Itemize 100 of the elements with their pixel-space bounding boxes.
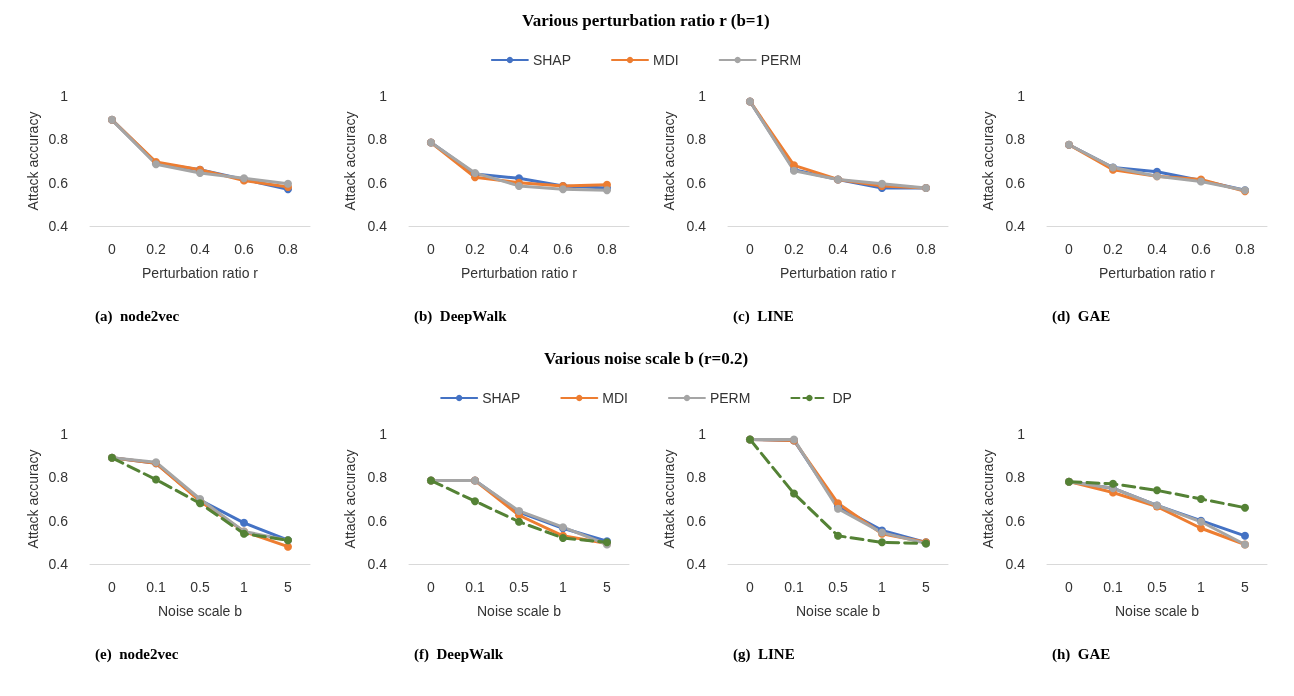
x-tick-label: 0.6: [234, 241, 254, 257]
x-tick-label: 0.4: [190, 241, 210, 257]
x-tick-label: 0.5: [828, 579, 848, 595]
x-tick-label: 5: [284, 579, 293, 595]
x-tick-label: 0: [1065, 579, 1074, 595]
legend-label: MDI: [653, 52, 679, 68]
legend-label: PERM: [760, 52, 802, 68]
y-axis-title: Attack accuracy: [25, 111, 41, 211]
x-tick-label: 0.6: [872, 241, 892, 257]
text: Various noise scale b (r=0.2): [543, 349, 749, 368]
y-tick-label: 0.4: [686, 556, 707, 572]
y-tick-label: 0.6: [367, 174, 388, 191]
y-tick-label: 1: [60, 426, 69, 442]
legend-label: SHAP: [482, 390, 521, 406]
y-tick-label: 0.4: [367, 556, 388, 572]
x-tick-label: 5: [603, 579, 612, 595]
point: [284, 179, 292, 188]
y-tick-label: 0.8: [48, 469, 69, 486]
x-tick-label: 0.2: [465, 241, 485, 257]
x-axis-title: Noise scale b: [1114, 603, 1200, 619]
y-tick-label: 0.8: [367, 469, 388, 486]
x-tick-label: 5: [1241, 579, 1250, 595]
x-tick-label: 0: [427, 579, 436, 595]
x-axis-title: Noise scale b: [476, 603, 562, 619]
point: [1153, 486, 1161, 495]
y-axis-title: Attack accuracy: [341, 111, 358, 211]
point: [284, 542, 292, 551]
point: [790, 489, 798, 498]
x-tick-label: 0.8: [1235, 241, 1255, 257]
x-tick-label: 0: [1065, 241, 1074, 257]
x-tick-label: 0.6: [553, 241, 573, 257]
point: [471, 497, 479, 506]
x-axis-title: Perturbation ratio r: [1099, 265, 1216, 281]
y-axis-title: Attack accuracy: [979, 449, 996, 549]
y-tick-label: 0.8: [686, 131, 707, 148]
y-tick-label: 0.4: [48, 556, 69, 572]
x-tick-label: 5: [922, 579, 931, 595]
y-tick-label: 1: [1017, 426, 1026, 442]
x-tick-label: 0.6: [1191, 241, 1211, 257]
x-tick-label: 0.2: [1103, 241, 1123, 257]
x-tick-label: 0.5: [190, 579, 210, 595]
x-tick-label: 0.1: [465, 579, 485, 595]
x-tick-label: 0: [746, 241, 755, 257]
x-tick-label: 0.4: [1147, 241, 1167, 257]
text: (d) GAE: [1052, 307, 1111, 325]
y-tick-label: 1: [1017, 88, 1026, 104]
x-axis-title: Noise scale b: [157, 603, 243, 619]
point: [240, 518, 248, 527]
x-tick-label: 1: [1197, 579, 1206, 595]
x-tick-label: 0.1: [146, 579, 166, 595]
x-tick-label: 0.4: [828, 241, 848, 257]
y-tick-label: 0.6: [686, 512, 707, 529]
x-tick-label: 0.4: [509, 241, 529, 257]
point: [878, 538, 886, 547]
text: (c) LINE: [733, 307, 794, 325]
x-tick-label: 0: [108, 241, 117, 257]
legend-label: DP: [832, 390, 852, 406]
point: [152, 475, 160, 484]
y-tick-label: 1: [60, 88, 69, 104]
y-tick-label: 0.4: [367, 218, 388, 234]
x-tick-label: 1: [878, 579, 887, 595]
x-tick-label: 0.8: [916, 241, 936, 257]
y-tick-label: 0.6: [1005, 512, 1026, 529]
y-axis-title: Attack accuracy: [25, 449, 41, 549]
y-tick-label: 0.4: [1005, 556, 1026, 572]
y-axis-title: Attack accuracy: [341, 449, 358, 549]
x-axis-title: Perturbation ratio r: [780, 265, 897, 281]
text: (b) DeepWalk: [414, 307, 508, 325]
point: [1109, 479, 1117, 488]
point: [515, 517, 523, 526]
x-tick-label: 0.5: [1147, 579, 1167, 595]
x-tick-label: 0.2: [146, 241, 166, 257]
text: (g) LINE: [733, 645, 795, 663]
text: (h) GAE: [1052, 645, 1111, 663]
x-tick-label: 0: [746, 579, 755, 595]
y-tick-label: 0.6: [48, 174, 69, 191]
y-tick-label: 0.6: [367, 512, 388, 529]
y-tick-label: 0.4: [1005, 218, 1026, 234]
x-axis-title: Perturbation ratio r: [461, 265, 578, 281]
point: [1197, 495, 1205, 503]
x-tick-label: 0.8: [597, 241, 617, 257]
y-tick-label: 0.8: [48, 131, 69, 148]
legend-label: PERM: [709, 390, 751, 406]
y-tick-label: 0.8: [686, 469, 707, 486]
y-tick-label: 0.4: [48, 218, 69, 234]
x-axis-title: Perturbation ratio r: [142, 265, 259, 281]
x-axis-title: Noise scale b: [795, 603, 881, 619]
x-tick-label: 0.1: [784, 579, 804, 595]
y-tick-label: 1: [379, 426, 388, 442]
text: (f) DeepWalk: [414, 645, 504, 663]
x-tick-label: 0.8: [278, 241, 298, 257]
y-axis-title: Attack accuracy: [660, 449, 677, 549]
point: [1241, 531, 1249, 540]
y-axis-title: Attack accuracy: [979, 111, 996, 211]
point: [1241, 503, 1249, 512]
point: [559, 185, 567, 194]
x-tick-label: 0.2: [784, 241, 804, 257]
x-tick-label: 0.1: [1103, 579, 1123, 595]
legend-label: SHAP: [532, 52, 572, 68]
y-tick-label: 0.4: [686, 218, 707, 234]
